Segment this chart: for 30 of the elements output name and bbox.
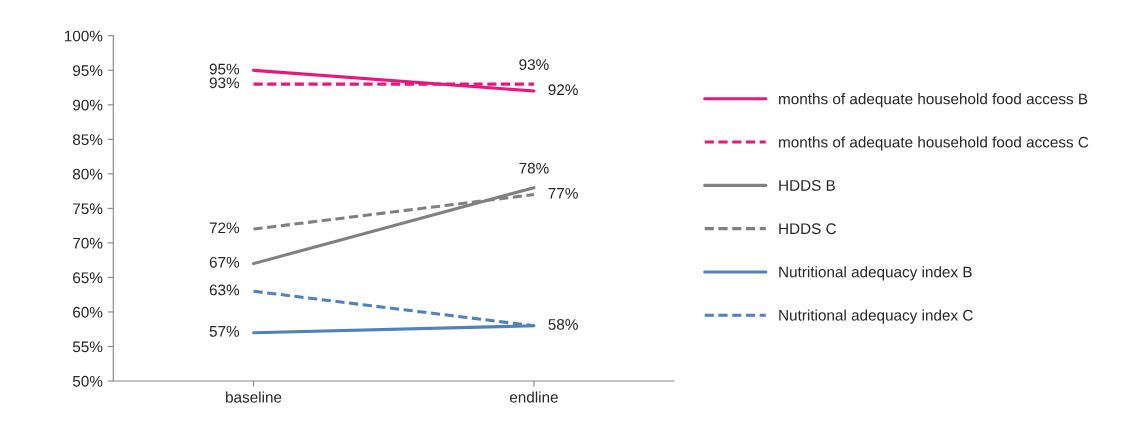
y-tick-label: 55%: [72, 341, 103, 353]
y-tick-label: 100%: [64, 30, 103, 42]
data-label: 63%: [209, 284, 240, 296]
y-tick-label: 75%: [73, 203, 103, 215]
y-tick-label: 95%: [73, 65, 103, 76]
y-tick-label: 90%: [73, 99, 103, 111]
data-label: 57%: [209, 326, 240, 337]
legend-label: HDDS C: [779, 223, 837, 235]
y-tick-label: 65%: [73, 272, 103, 284]
data-label: 93%: [519, 59, 549, 70]
y-tick-label: 85%: [72, 134, 103, 146]
y-tick-label: 80%: [72, 168, 103, 180]
data-label: 78%: [519, 162, 549, 174]
y-tick-label: 60%: [73, 306, 103, 318]
y-tick-label: 70%: [73, 237, 103, 249]
x-tick-label: baseline: [226, 391, 282, 403]
legend-label: months of adequate household food access B: [779, 93, 1088, 108]
data-label: 95%: [209, 63, 240, 75]
x-tick-label: endline: [509, 391, 558, 403]
data-label: 77%: [548, 187, 578, 199]
legend-label: Nutritional adequacy index B: [779, 266, 972, 281]
data-label: 72%: [209, 222, 240, 234]
data-label: 58%: [548, 319, 578, 330]
legend-label: HDDS B: [779, 180, 835, 191]
legend-label: months of adequate household food access C: [779, 136, 1089, 151]
y-tick-label: 50%: [72, 375, 103, 387]
legend-label: Nutritional adequacy index C: [779, 309, 973, 324]
data-label: 93%: [209, 77, 240, 89]
data-label: 67%: [209, 256, 240, 268]
data-label: 92%: [548, 84, 578, 96]
